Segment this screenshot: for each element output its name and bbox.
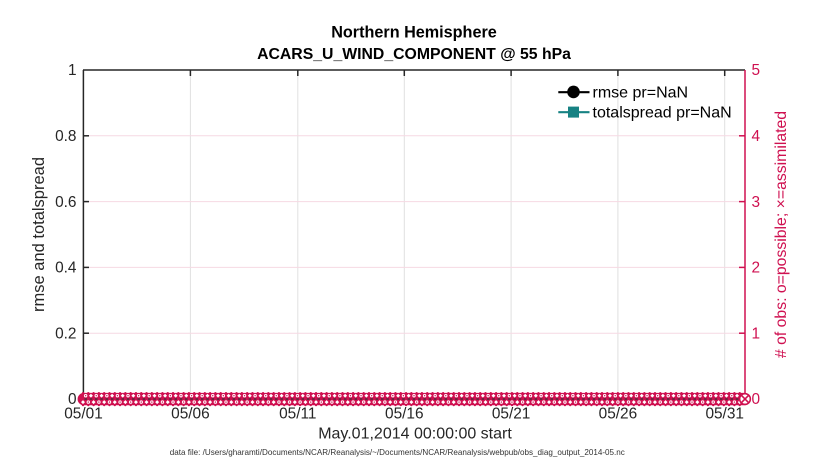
- svg-text:totalspread pr=NaN: totalspread pr=NaN: [593, 105, 732, 122]
- svg-text:05/31: 05/31: [705, 406, 744, 423]
- svg-text:05/06: 05/06: [171, 406, 210, 423]
- svg-text:0: 0: [68, 391, 77, 408]
- svg-text:data file: /Users/gharamti/Doc: data file: /Users/gharamti/Documents/NCA…: [170, 448, 625, 457]
- svg-text:0: 0: [752, 391, 761, 408]
- svg-text:05/21: 05/21: [492, 406, 531, 423]
- svg-text:# of obs: o=possible; ×=assimi: # of obs: o=possible; ×=assimilated: [773, 111, 790, 358]
- svg-text:05/26: 05/26: [599, 406, 638, 423]
- svg-text:Northern Hemisphere: Northern Hemisphere: [331, 24, 497, 42]
- svg-text:rmse pr=NaN: rmse pr=NaN: [593, 85, 689, 102]
- svg-text:rmse and totalspread: rmse and totalspread: [30, 157, 48, 312]
- svg-text:4: 4: [752, 128, 761, 145]
- svg-text:05/16: 05/16: [385, 406, 424, 423]
- svg-text:0.8: 0.8: [55, 128, 76, 145]
- svg-text:May.01,2014 00:00:00 start: May.01,2014 00:00:00 start: [318, 425, 512, 442]
- svg-text:0.2: 0.2: [55, 325, 76, 342]
- svg-text:2: 2: [752, 260, 761, 277]
- svg-text:3: 3: [752, 194, 761, 211]
- svg-text:0.6: 0.6: [55, 194, 76, 211]
- svg-text:5: 5: [752, 62, 761, 79]
- svg-text:1: 1: [752, 325, 761, 342]
- svg-text:1: 1: [68, 62, 77, 79]
- svg-text:05/01: 05/01: [64, 406, 103, 423]
- svg-text:ACARS_U_WIND_COMPONENT @ 55 hP: ACARS_U_WIND_COMPONENT @ 55 hPa: [257, 46, 571, 63]
- svg-text:0.4: 0.4: [55, 260, 77, 277]
- svg-text:05/11: 05/11: [279, 406, 316, 423]
